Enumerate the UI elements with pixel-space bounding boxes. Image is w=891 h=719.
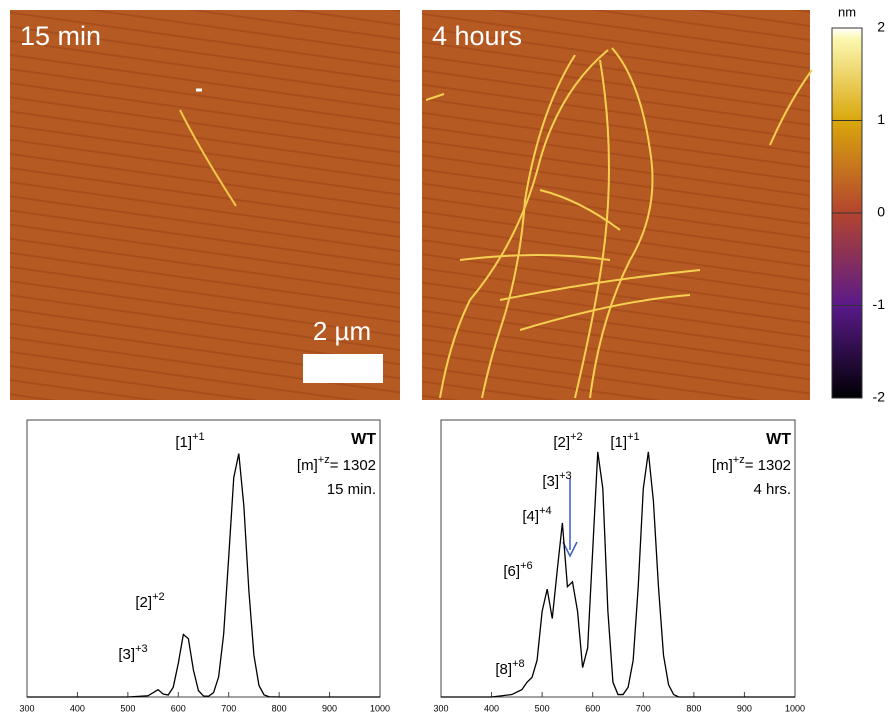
peak-label-text: [4] xyxy=(522,508,539,525)
colorbar-tick-label: -1 xyxy=(873,296,886,312)
info-time: 15 min. xyxy=(327,481,376,498)
peak-label: [4]+4 xyxy=(522,505,551,525)
info-title: WT xyxy=(766,431,791,448)
peak-label-text: [6] xyxy=(503,563,520,580)
peak-label: [8]+8 xyxy=(495,658,524,678)
colorbar-tick-label: 0 xyxy=(877,204,885,220)
info-mass: [m]+z= 1302 xyxy=(297,454,376,474)
peak-label-text: [8] xyxy=(495,661,512,678)
x-tick-label: 1000 xyxy=(370,703,390,713)
x-tick-label: 700 xyxy=(636,703,651,713)
fibrils xyxy=(179,88,237,207)
peak-label-text: [1] xyxy=(175,434,192,451)
peak-charge: +1 xyxy=(192,431,205,443)
peak-charge: +6 xyxy=(520,560,533,572)
info-z: +z xyxy=(733,454,745,466)
peak-label: [3]+3 xyxy=(542,470,571,490)
peak-label-text: [2] xyxy=(553,434,570,451)
scale-bar-label: 2 µm xyxy=(313,316,371,346)
peak-charge: +2 xyxy=(152,591,165,603)
info-mass: [m]+z= 1302 xyxy=(712,454,791,474)
colorbar-tick-label: -2 xyxy=(873,389,886,405)
peak-charge: +8 xyxy=(512,658,525,670)
peak-label-text: [2] xyxy=(135,594,152,611)
peak-charge: +1 xyxy=(627,431,640,443)
info-title: WT xyxy=(351,431,376,448)
x-tick-label: 400 xyxy=(70,703,85,713)
peak-label: [2]+2 xyxy=(135,591,164,611)
peak-label: [1]+1 xyxy=(610,431,639,451)
peak-label: [3]+3 xyxy=(118,643,147,663)
x-tick-label: 1000 xyxy=(785,703,805,713)
x-tick-label: 600 xyxy=(585,703,600,713)
info-value: = 1302 xyxy=(745,457,791,474)
peak-label-text: [3] xyxy=(542,473,559,490)
data-line xyxy=(441,451,795,698)
x-tick-label: 600 xyxy=(171,703,186,713)
peak-label: [2]+2 xyxy=(553,431,582,451)
peak-label: [6]+6 xyxy=(503,560,532,580)
peak-charge: +3 xyxy=(135,643,148,655)
x-tick-label: 500 xyxy=(120,703,135,713)
arrow xyxy=(562,478,578,558)
info-value: = 1302 xyxy=(330,457,376,474)
info-m: [m] xyxy=(712,457,733,474)
plot-frame xyxy=(26,419,381,698)
panel-label: 4 hours xyxy=(432,21,522,51)
colorbar-tick-label: 1 xyxy=(877,111,885,127)
plot-frame xyxy=(440,419,796,698)
info-time: 4 hrs. xyxy=(753,481,791,498)
x-tick-label: 300 xyxy=(433,703,448,713)
x-tick-label: 700 xyxy=(221,703,236,713)
peak-charge: +3 xyxy=(559,470,572,482)
afm-image xyxy=(422,10,810,400)
x-tick-label: 900 xyxy=(322,703,337,713)
fibrils xyxy=(425,47,813,399)
data-line xyxy=(27,453,380,698)
x-tick-label: 800 xyxy=(272,703,287,713)
x-tick-label: 400 xyxy=(484,703,499,713)
colorbar-label: nm xyxy=(838,4,856,19)
info-z: +z xyxy=(318,454,330,466)
x-tick-label: 800 xyxy=(686,703,701,713)
peak-label-text: [1] xyxy=(610,434,627,451)
panel-label: 15 min xyxy=(20,21,101,51)
x-tick-label: 300 xyxy=(19,703,34,713)
peak-charge: +2 xyxy=(570,431,583,443)
x-tick-label: 500 xyxy=(535,703,550,713)
x-tick-label: 900 xyxy=(737,703,752,713)
colorbar-tick-label: 2 xyxy=(877,19,885,35)
peak-charge: +4 xyxy=(539,505,552,517)
peak-label: [1]+1 xyxy=(175,431,204,451)
afm-image xyxy=(10,10,400,400)
scale-bar xyxy=(303,354,383,383)
peak-label-text: [3] xyxy=(118,646,135,663)
info-m: [m] xyxy=(297,457,318,474)
